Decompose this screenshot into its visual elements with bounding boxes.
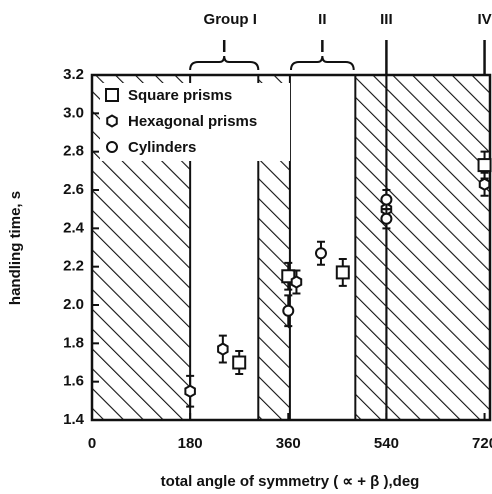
marker-circle	[380, 193, 393, 206]
x-tick-label: 180	[178, 435, 203, 452]
group-label: III	[380, 11, 393, 28]
x-tick-label: 720	[472, 435, 492, 452]
x-tick-label: 360	[276, 435, 301, 452]
marker-hexagon	[106, 114, 118, 128]
legend-box	[100, 83, 290, 161]
y-tick-label: 2.6	[63, 181, 84, 198]
marker-square	[335, 265, 350, 280]
group-label: Group I	[204, 11, 257, 28]
y-tick-label: 2.2	[63, 258, 84, 275]
marker-hexagon	[217, 342, 229, 356]
marker-square	[232, 355, 247, 370]
marker-circle	[282, 304, 295, 317]
y-tick-label: 2.4	[63, 219, 85, 236]
marker-circle	[106, 141, 118, 153]
marker-hexagon	[184, 384, 196, 398]
marker-circle	[314, 247, 327, 260]
plot-frame	[90, 73, 492, 422]
y-tick-label: 1.8	[63, 334, 84, 351]
marker-square	[105, 88, 119, 102]
y-tick-label: 3.2	[63, 66, 84, 83]
hatched-region	[355, 75, 387, 420]
group-bracket	[189, 55, 260, 71]
y-tick-label: 3.0	[63, 104, 84, 121]
group-label: II	[318, 11, 326, 28]
legend-label: Hexagonal prisms	[128, 113, 257, 130]
legend-label: Square prisms	[128, 87, 232, 104]
y-tick-label: 1.4	[63, 411, 85, 428]
marker-circle	[380, 212, 393, 225]
y-tick-label: 2.0	[63, 296, 84, 313]
x-axis-label: total angle of symmetry ( ∝ + β ),deg	[161, 473, 420, 490]
marker-hexagon	[290, 275, 303, 289]
group-label: IV	[477, 11, 491, 28]
x-tick-label: 540	[374, 435, 399, 452]
y-axis-label: handling time, s	[7, 191, 24, 305]
y-tick-label: 2.8	[63, 143, 84, 160]
legend-label: Cylinders	[128, 139, 196, 156]
x-tick-label: 0	[88, 435, 96, 452]
group-bracket	[290, 55, 355, 71]
marker-square	[477, 158, 492, 173]
y-tick-label: 1.6	[63, 373, 84, 390]
hatched-region	[386, 75, 490, 420]
marker-hexagon	[478, 177, 491, 191]
